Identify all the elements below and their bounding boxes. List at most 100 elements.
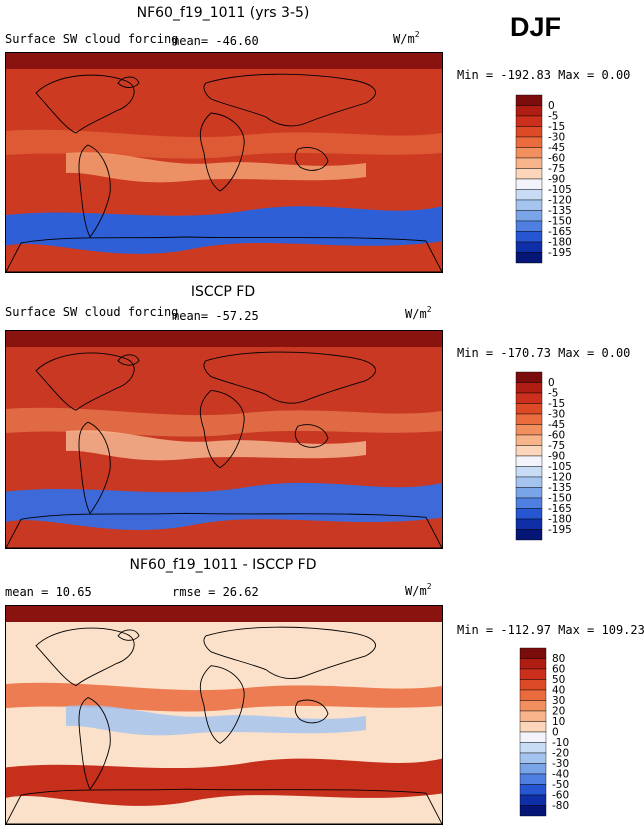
colorbar-swatch (515, 476, 543, 488)
colorbar-swatch (515, 199, 543, 211)
colorbar-swatch (519, 794, 547, 806)
colorbar-swatch (515, 126, 543, 138)
colorbar-tick-label: -90 (548, 451, 565, 463)
colorbar-swatch (519, 805, 547, 817)
map-tropical-band (6, 682, 442, 712)
map-polar-band (6, 53, 442, 69)
continent-outline (6, 788, 442, 824)
colorbar-tick-label: -30 (552, 758, 569, 770)
panel-1-mean: mean= -46.60 (172, 34, 259, 48)
continent-outline (199, 389, 245, 469)
colorbar-swatch (515, 392, 543, 404)
colorbar-tick-label: -150 (548, 493, 572, 505)
colorbar-tick-label: -195 (548, 247, 572, 259)
colorbar-tick-label: -30 (548, 409, 565, 421)
colorbar-swatch (515, 424, 543, 436)
colorbar-swatch (515, 178, 543, 190)
colorbar-tick-label: -45 (548, 419, 565, 431)
colorbar-tick-label: -15 (548, 121, 565, 133)
continent-outline (203, 73, 376, 127)
colorbar-tick-label: -165 (548, 226, 572, 238)
map-southern-ocean-band (6, 206, 442, 254)
panel-3-title: NF60_f19_1011 - ISCCP FD (129, 557, 317, 573)
panel-1-colorbar-svg: 0-5-15-30-45-60-75-90-105-120-135-150-16… (515, 94, 572, 264)
colorbar-tick-label: -105 (548, 461, 572, 473)
colorbar-swatch (519, 679, 547, 691)
colorbar-tick-label: 30 (552, 695, 565, 707)
panel-3-units-exp: 2 (426, 582, 432, 591)
map-southern-ocean-band (6, 482, 442, 531)
panel-3-units-base: W/m (405, 584, 427, 598)
continent-outline (78, 144, 111, 238)
panel-1-map-svg (6, 53, 442, 272)
colorbar-tick-label: 0 (552, 727, 559, 739)
map-polar-band (6, 606, 442, 622)
colorbar-swatch (515, 382, 543, 394)
colorbar-tick-label: -135 (548, 205, 572, 217)
map-tropical-band (6, 407, 442, 437)
panel-1-field-label: Surface SW cloud forcing (5, 32, 179, 46)
panel-1-units-base: W/m (393, 32, 415, 46)
map-convective-region (66, 152, 366, 183)
map-polar-band (6, 331, 442, 347)
colorbar-tick-label: -165 (548, 503, 572, 515)
panel-2-colorbar: 0 -5 -15 -30 -45 -60 -75 -90 -105 -120 -135 -150 -16… (515, 371, 576, 548)
colorbar-tick-label: -180 (548, 514, 572, 526)
panel-3-map (5, 605, 443, 825)
colorbar-swatch (515, 115, 543, 127)
colorbar-tick-label: -50 (552, 779, 569, 791)
colorbar-swatch (515, 105, 543, 117)
continent-outline (117, 629, 140, 641)
colorbar-tick-label: -60 (552, 790, 569, 802)
colorbar-swatch (515, 497, 543, 509)
colorbar-tick-label: -75 (548, 163, 565, 175)
colorbar-swatch (515, 445, 543, 457)
panel-3-map-svg (6, 606, 442, 824)
colorbar-swatch (515, 518, 543, 530)
colorbar-tick-label: 20 (552, 706, 565, 718)
colorbar-swatch (519, 773, 547, 785)
continent-outline (199, 112, 245, 192)
colorbar-tick-label: -195 (548, 524, 572, 536)
colorbar-swatch (515, 189, 543, 201)
colorbar-swatch (515, 529, 543, 541)
colorbar-swatch (515, 94, 543, 106)
map-southern-ocean-band (6, 758, 442, 806)
continent-outline (294, 424, 329, 448)
colorbar-swatch (515, 210, 543, 222)
colorbar-swatch (519, 742, 547, 754)
colorbar-tick-label: -180 (548, 237, 572, 249)
colorbar-tick-label: -120 (548, 472, 572, 484)
colorbar-tick-label: 50 (552, 674, 565, 686)
colorbar-swatch (515, 455, 543, 467)
map-convective-region (66, 705, 366, 736)
colorbar-swatch (519, 658, 547, 670)
colorbar-tick-label: -60 (548, 153, 565, 165)
continent-outline (294, 147, 329, 171)
colorbar-tick-label: -105 (548, 184, 572, 196)
panel-1-minmax: Min = -192.83 Max = 0.00 (457, 68, 631, 82)
panel-3-units: W/m2 (405, 582, 432, 598)
colorbar-swatch (519, 689, 547, 701)
colorbar-tick-label: -120 (548, 195, 572, 207)
colorbar-swatch (515, 231, 543, 243)
panel-3-rmse: rmse = 26.62 (172, 585, 259, 599)
continent-outline (78, 421, 111, 515)
continent-outline (78, 697, 111, 791)
panel-1-colorbar: 0 -5 -15 -30 -45 -60 -75 -90 -105 -120 -135 -150 -16… (515, 94, 576, 271)
continent-outline (203, 626, 376, 679)
panel-2-colorbar-svg: 0-5-15-30-45-60-75-90-105-120-135-150-16… (515, 371, 572, 541)
colorbar-swatch (515, 466, 543, 478)
continent-outline (35, 74, 135, 134)
panel-2-title: ISCCP FD (190, 284, 256, 300)
panel-2-units-exp: 2 (426, 305, 432, 314)
colorbar-tick-label: -135 (548, 482, 572, 494)
colorbar-tick-label: -75 (548, 440, 565, 452)
colorbar-swatch (519, 647, 547, 659)
map-convective-region (66, 430, 366, 461)
continent-outline (6, 512, 442, 548)
panel-2-mean: mean= -57.25 (172, 309, 259, 323)
colorbar-swatch (515, 168, 543, 180)
colorbar-swatch (519, 668, 547, 680)
